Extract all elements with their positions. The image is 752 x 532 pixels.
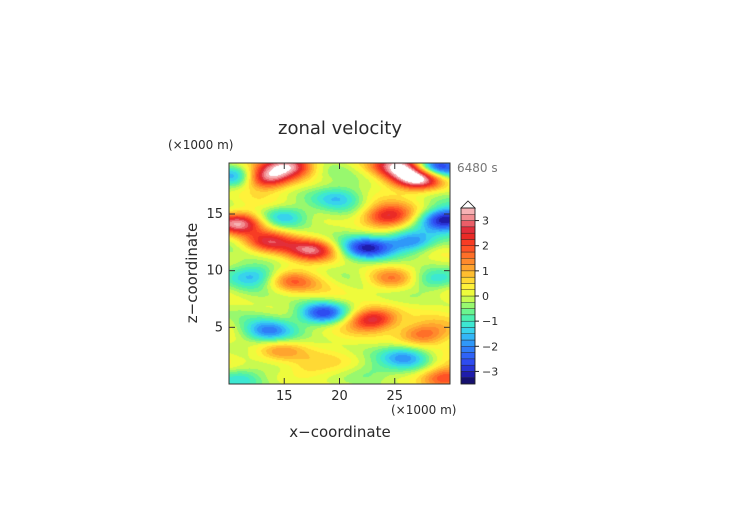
y-axis-label: z−coordinate xyxy=(183,223,201,323)
colorbar-swatch xyxy=(460,333,476,341)
colorbar-tick-label: 3 xyxy=(482,215,489,228)
colorbar-tick-label: −1 xyxy=(482,315,498,328)
x-tick-label: 15 xyxy=(276,389,293,404)
colorbar-swatch xyxy=(460,245,476,253)
colorbar-tick-label: 0 xyxy=(482,290,489,303)
colorbar-swatch xyxy=(460,232,476,240)
colorbar-swatch xyxy=(460,214,476,221)
velocity-field xyxy=(229,163,450,384)
colorbar-swatch xyxy=(460,276,476,284)
colorbar-tick-label: −3 xyxy=(482,365,498,378)
colorbar-tick-label: 2 xyxy=(482,240,489,253)
colorbar-swatch xyxy=(460,226,476,234)
colorbar-swatch xyxy=(460,339,476,347)
colorbar-swatch xyxy=(460,295,476,303)
colorbar-swatch xyxy=(460,251,476,259)
x-axis: 15 20 25 xyxy=(276,163,403,404)
colorbar-tick-label: 1 xyxy=(482,265,489,278)
colorbar-swatch xyxy=(460,220,476,228)
colorbar-swatch xyxy=(460,283,476,290)
colorbar-swatch xyxy=(460,289,476,297)
colorbar-tick-label: −2 xyxy=(482,340,498,353)
colorbar-swatch xyxy=(460,314,476,322)
colorbar-swatch xyxy=(460,308,476,316)
colorbar-swatch xyxy=(460,377,476,385)
colorbar-swatch xyxy=(460,352,476,360)
colorbar: 3 2 1 0 −1 −2 −3 xyxy=(460,200,498,385)
colorbar-swatch xyxy=(460,364,476,372)
y-axis: 5 10 15 xyxy=(206,207,450,335)
colorbar-swatch xyxy=(460,239,476,246)
chart-title: zonal velocity xyxy=(278,118,402,139)
x-tick-label: 20 xyxy=(331,389,348,404)
colorbar-swatch xyxy=(460,346,476,353)
colorbar-swatch xyxy=(460,270,476,278)
colorbar-swatch xyxy=(460,371,476,378)
colorbar-swatch xyxy=(460,207,476,215)
colorbar-swatch xyxy=(460,258,476,265)
heatmap xyxy=(229,163,450,384)
colorbar-swatch xyxy=(460,358,476,366)
time-label: 6480 s xyxy=(457,161,498,175)
y-tick-label: 5 xyxy=(215,320,223,335)
colorbar-swatch xyxy=(460,302,476,309)
x-axis-label: x−coordinate xyxy=(289,423,390,441)
colorbar-swatch xyxy=(460,320,476,328)
y-unit-label: (×1000 m) xyxy=(168,138,233,152)
colorbar-swatch xyxy=(460,264,476,272)
colorbar-swatch xyxy=(460,327,476,334)
y-tick-label: 10 xyxy=(206,264,223,279)
y-tick-label: 15 xyxy=(206,207,223,222)
colorbar-extend-triangle xyxy=(460,200,476,209)
x-tick-label: 25 xyxy=(386,389,403,404)
x-unit-label: (×1000 m) xyxy=(391,403,456,417)
